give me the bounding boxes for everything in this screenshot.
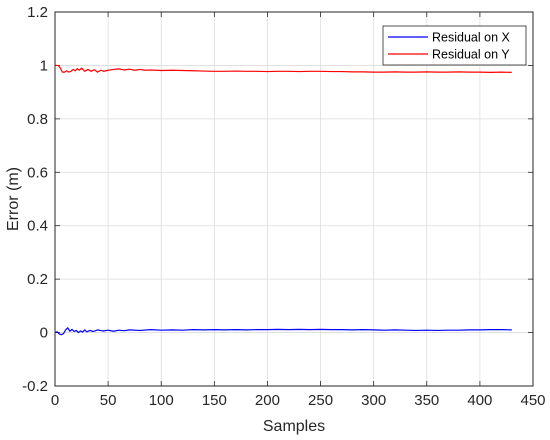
y-tick-label: 0.4 [27,218,48,235]
x-tick-label: 350 [414,392,439,409]
x-tick-label: 450 [520,392,545,409]
x-tick-label: 250 [308,392,333,409]
x-axis-label: Samples [263,418,325,435]
y-axis-label: Error (m) [5,167,22,231]
legend-box [382,25,527,66]
axes-box [54,11,534,387]
y-tick-label: -0.2 [22,378,48,395]
x-tick-label: 200 [255,392,280,409]
series-line-residual-y [55,64,512,73]
y-tick-label: 0.8 [27,111,48,128]
x-tick-label: 100 [149,392,174,409]
legend-label-residual-x: Residual on X [432,31,510,45]
series-layer [54,64,512,336]
y-tick-label: 1 [40,57,48,74]
y-tick-label: 1.2 [27,4,48,21]
x-tick-label: 0 [51,392,59,409]
legend: Residual on X Residual on Y [382,25,527,66]
y-tick-label: 0 [40,325,48,342]
legend-label-residual-y: Residual on Y [432,48,510,62]
x-tick-label: 50 [100,392,117,409]
series-line-residual-x [54,327,512,336]
y-tick-label: 0.2 [27,271,48,288]
x-tick-label: 400 [467,392,492,409]
y-tick-label: 0.6 [27,164,48,181]
plot-area [55,12,533,386]
x-tick-label: 300 [361,392,386,409]
tick-labels: 0 50 100 150 200 250 300 350 400 450-0.200.20.40.… [22,4,545,409]
x-tick-label: 150 [202,392,227,409]
